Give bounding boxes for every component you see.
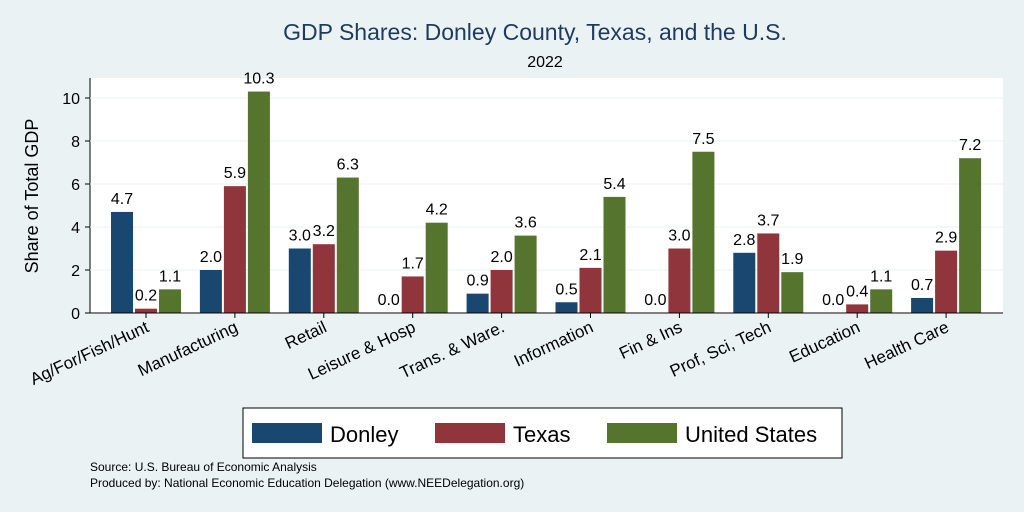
bar-texas — [401, 276, 424, 313]
bar-united-states — [247, 91, 270, 313]
bar-value-label: 7.2 — [959, 137, 981, 154]
bar-value-label: 2.9 — [935, 230, 957, 247]
bar-texas — [757, 233, 780, 313]
source-note: Source: U.S. Bureau of Economic Analysis — [90, 460, 317, 474]
legend-swatch — [607, 423, 677, 443]
bar-donley — [199, 270, 222, 313]
bar-texas — [935, 250, 958, 313]
bar-texas — [579, 267, 602, 313]
chart-title: GDP Shares: Donley County, Texas, and th… — [283, 19, 787, 45]
bar-value-label: 0.9 — [466, 273, 488, 290]
legend-label: Texas — [513, 422, 570, 447]
bar-texas — [846, 304, 869, 313]
bar-value-label: 2.8 — [733, 232, 755, 249]
produced-note: Produced by: National Economic Education… — [90, 476, 524, 490]
bar-value-label: 10.3 — [243, 71, 274, 88]
bar-united-states — [336, 177, 359, 313]
bar-value-label: 3.0 — [289, 228, 311, 245]
bar-value-label: 0.7 — [911, 277, 933, 294]
bar-value-label: 1.1 — [159, 268, 181, 285]
bar-value-label: 0.2 — [135, 288, 157, 305]
bar-value-label: 3.2 — [313, 223, 335, 240]
legend-label: United States — [685, 422, 817, 447]
bar-texas — [668, 248, 691, 313]
bar-united-states — [514, 235, 537, 313]
bar-value-label: 4.2 — [426, 202, 448, 219]
y-tick-label: 6 — [71, 177, 80, 194]
bar-donley — [555, 302, 578, 313]
bar-value-label: 1.7 — [402, 255, 424, 272]
bar-texas — [312, 244, 335, 313]
bar-united-states — [425, 222, 448, 313]
bar-donley — [111, 211, 133, 313]
bar-value-label: 1.1 — [870, 268, 892, 285]
y-tick-label: 0 — [71, 306, 80, 323]
bar-united-states — [959, 158, 982, 313]
bar-value-label: 4.7 — [111, 191, 133, 208]
bar-united-states — [870, 289, 893, 313]
bar-united-states — [692, 151, 715, 313]
bar-value-label: 5.9 — [224, 165, 246, 182]
bar-value-label: 1.9 — [781, 251, 803, 268]
bar-value-label: 0.0 — [378, 292, 400, 309]
bar-value-label: 3.7 — [757, 212, 779, 229]
bar-value-label: 0.0 — [644, 292, 666, 309]
bar-value-label: 3.0 — [668, 228, 690, 245]
bar-value-label: 0.0 — [822, 292, 844, 309]
bar-texas — [135, 308, 157, 313]
bar-donley — [466, 293, 489, 313]
bar-value-label: 3.6 — [514, 215, 536, 232]
bar-united-states — [603, 196, 626, 313]
legend-label: Donley — [330, 422, 398, 447]
bar-value-label: 2.1 — [579, 247, 601, 264]
bar-value-label: 2.0 — [490, 249, 512, 266]
y-axis-label: Share of Total GDP — [22, 119, 42, 274]
bar-value-label: 2.0 — [200, 249, 222, 266]
bar-donley — [733, 252, 756, 313]
bar-united-states — [781, 272, 804, 313]
y-tick-label: 8 — [71, 134, 80, 151]
chart-subtitle: 2022 — [527, 54, 563, 71]
y-tick-label: 2 — [71, 263, 80, 280]
bar-value-label: 0.4 — [846, 283, 868, 300]
bar-donley — [288, 248, 311, 313]
legend-swatch — [252, 423, 322, 443]
bar-value-label: 5.4 — [603, 176, 625, 193]
y-tick-label: 10 — [62, 91, 80, 108]
y-tick-label: 4 — [71, 220, 80, 237]
bar-value-label: 0.5 — [555, 281, 577, 298]
bar-value-label: 6.3 — [337, 157, 359, 174]
legend: Donley Texas United States — [242, 407, 843, 459]
bar-united-states — [159, 289, 181, 313]
bar-value-label: 7.5 — [692, 131, 714, 148]
legend-swatch — [435, 423, 505, 443]
bar-texas — [223, 186, 246, 313]
bar-texas — [490, 270, 513, 313]
bar-donley — [911, 297, 934, 313]
